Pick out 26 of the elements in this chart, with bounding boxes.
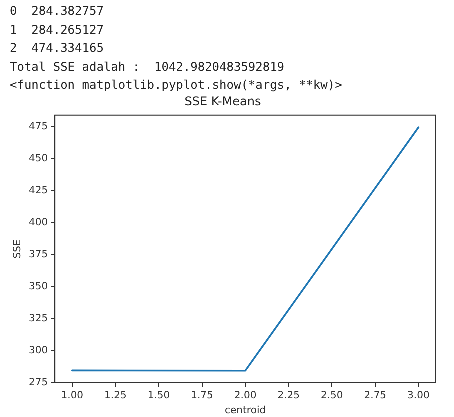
y-tick-label: 350 — [28, 280, 48, 292]
x-tick-label: 2.50 — [320, 390, 344, 402]
y-tick-label: 325 — [28, 312, 48, 324]
x-tick-label: 3.00 — [408, 390, 430, 402]
x-tick-label: 2.25 — [278, 390, 300, 402]
x-tick-label: 1.00 — [61, 390, 84, 402]
y-tick-label: 275 — [28, 376, 48, 388]
y-tick-label: 475 — [28, 120, 48, 132]
x-tick-label: 1.50 — [148, 390, 170, 402]
x-axis-title: centroid — [225, 405, 266, 416]
y-tick-label: 450 — [28, 152, 48, 164]
text: 0 284.382757 — [10, 3, 105, 20]
text: 1 284.265127 — [10, 22, 105, 38]
y-axis-title: SSE — [12, 239, 24, 258]
x-tick-label: 2.00 — [234, 390, 257, 402]
x-tick-label: 1.25 — [104, 390, 127, 402]
y-tick-label: 375 — [28, 248, 48, 260]
text: <function matplotlib.pyplot.show(*args, **kw)> — [10, 77, 344, 94]
x-tick-label: 1.75 — [191, 390, 214, 402]
y-tick-label: 400 — [28, 216, 48, 228]
chart-title: SSE K-Means — [184, 94, 262, 108]
text: 2 474.334165 — [10, 40, 105, 57]
y-tick-label: 300 — [28, 344, 48, 356]
y-tick-label: 425 — [28, 184, 48, 196]
text: Total SSE adalah : 1042.9820483592819 — [10, 58, 286, 76]
x-tick-label: 2.75 — [364, 390, 387, 402]
